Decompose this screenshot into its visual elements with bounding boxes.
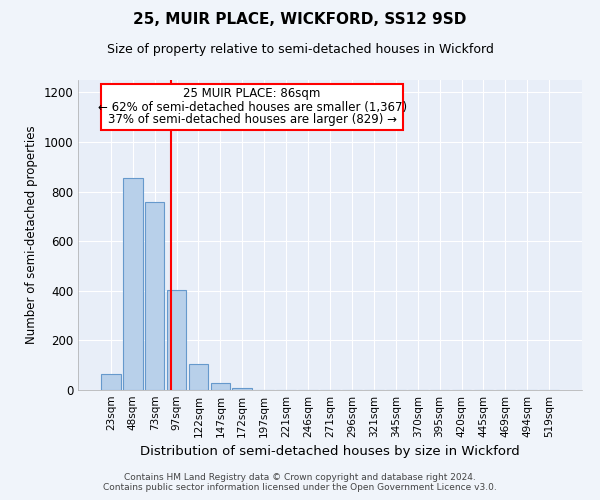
Text: Contains HM Land Registry data © Crown copyright and database right 2024.
Contai: Contains HM Land Registry data © Crown c… <box>103 473 497 492</box>
Text: 37% of semi-detached houses are larger (829) →: 37% of semi-detached houses are larger (… <box>107 114 397 126</box>
Bar <box>101 374 121 390</box>
Text: Size of property relative to semi-detached houses in Wickford: Size of property relative to semi-detach… <box>107 42 493 56</box>
FancyBboxPatch shape <box>101 84 403 130</box>
Bar <box>232 388 252 390</box>
Bar <box>145 202 164 390</box>
X-axis label: Distribution of semi-detached houses by size in Wickford: Distribution of semi-detached houses by … <box>140 446 520 458</box>
Text: 25 MUIR PLACE: 86sqm: 25 MUIR PLACE: 86sqm <box>184 88 321 101</box>
Bar <box>167 290 187 390</box>
Bar <box>123 178 143 390</box>
Bar <box>188 364 208 390</box>
Text: ← 62% of semi-detached houses are smaller (1,367): ← 62% of semi-detached houses are smalle… <box>98 101 407 114</box>
Bar <box>211 382 230 390</box>
Y-axis label: Number of semi-detached properties: Number of semi-detached properties <box>25 126 38 344</box>
Text: 25, MUIR PLACE, WICKFORD, SS12 9SD: 25, MUIR PLACE, WICKFORD, SS12 9SD <box>133 12 467 28</box>
